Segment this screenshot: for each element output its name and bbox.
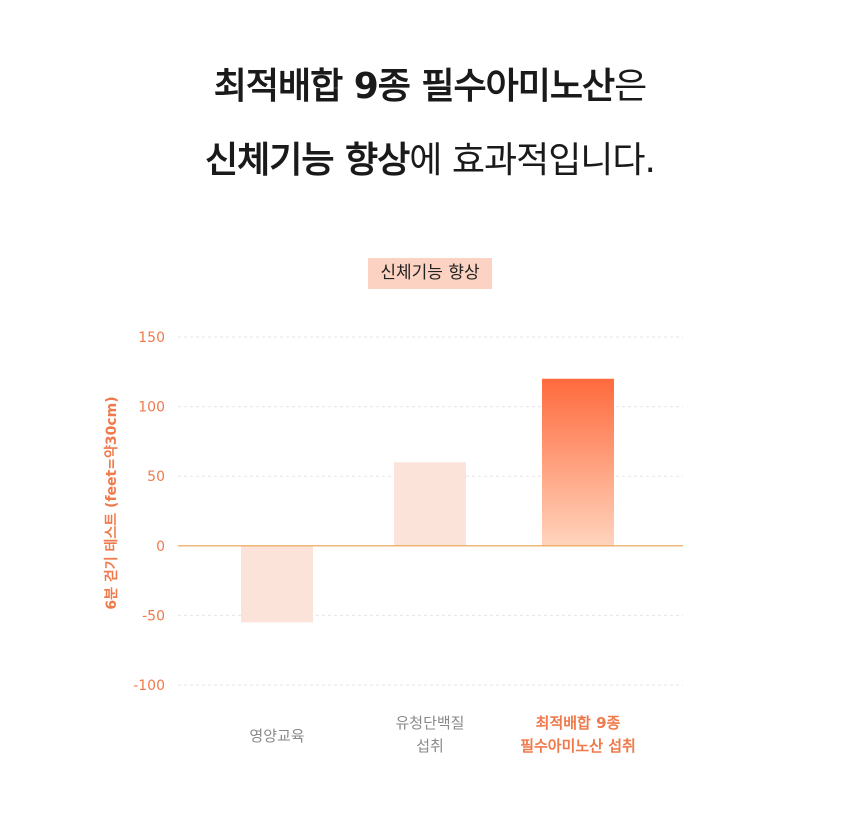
headline-rest-2: 에 효과적입니다. (409, 140, 656, 181)
y-axis-label: 6분 걷기 테스트 (feet=약30cm) (103, 396, 120, 609)
headline-bold-1: 최적배합 9종 필수아미노산 (213, 66, 615, 107)
bars (178, 378, 683, 623)
bar (542, 378, 614, 546)
category-label: 최적배합 9종 (536, 714, 621, 732)
category-label: 섭취 (416, 737, 444, 755)
y-tick-label: 100 (138, 400, 165, 416)
bar (241, 545, 313, 623)
y-tick-label: -100 (133, 678, 165, 694)
category-label: 필수아미노산 섭취 (520, 737, 636, 755)
y-tick-labels: 150 100 50 0 -50 -100 (133, 330, 165, 694)
y-tick-label: 150 (138, 330, 165, 346)
headline-line-1: 최적배합 9종 필수아미노산은 (0, 69, 860, 105)
headline-rest-1: 은 (614, 66, 647, 107)
chart-title-box: 신체기능 향상 (0, 258, 860, 289)
chart-title: 신체기능 향상 (368, 258, 492, 289)
bar (394, 462, 466, 546)
category-label: 영양교육 (249, 727, 304, 745)
category-label: 유청단백질 (395, 714, 464, 732)
headline-bold-2: 신체기능 향상 (205, 140, 410, 181)
y-tick-label: 0 (156, 539, 165, 555)
y-tick-label: 50 (147, 469, 165, 485)
y-tick-label: -50 (142, 608, 165, 624)
headline-line-2: 신체기능 향상에 효과적입니다. (0, 143, 860, 179)
